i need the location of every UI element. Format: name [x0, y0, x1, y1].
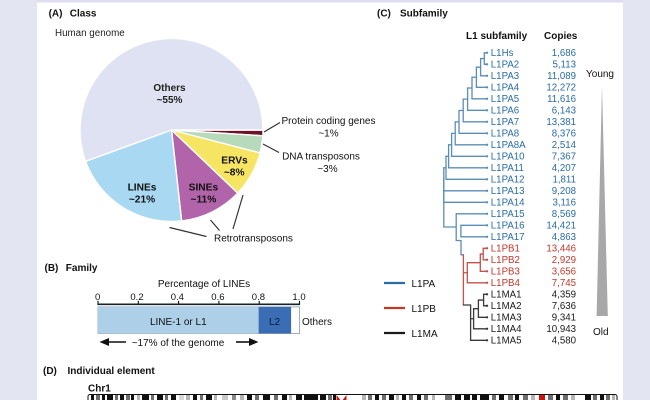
- svg-text:SINEs: SINEs: [189, 183, 219, 194]
- svg-text:~1%: ~1%: [318, 129, 338, 140]
- svg-text:Subfamily: Subfamily: [400, 8, 448, 19]
- svg-text:Others: Others: [153, 83, 186, 94]
- svg-text:L2: L2: [269, 317, 281, 328]
- svg-text:Chr1: Chr1: [88, 384, 111, 395]
- svg-text:L1PA8: L1PA8: [491, 129, 519, 140]
- svg-text:(C): (C): [377, 8, 391, 19]
- svg-text:LINEs: LINEs: [128, 183, 157, 194]
- svg-text:1.0: 1.0: [292, 292, 305, 303]
- svg-text:(B): (B): [45, 263, 59, 274]
- svg-text:~17% of the genome: ~17% of the genome: [132, 338, 225, 349]
- svg-text:L1MA3: L1MA3: [491, 313, 522, 324]
- svg-text:L1Hs: L1Hs: [491, 48, 514, 59]
- svg-text:L1PA11: L1PA11: [491, 163, 524, 174]
- svg-text:8,376: 8,376: [552, 129, 576, 140]
- svg-text:14,421: 14,421: [546, 221, 576, 232]
- svg-text:3,116: 3,116: [552, 198, 576, 209]
- svg-text:11,616: 11,616: [547, 94, 576, 105]
- svg-text:1,686: 1,686: [552, 48, 576, 59]
- svg-text:(D): (D): [43, 366, 57, 377]
- svg-text:10,943: 10,943: [546, 324, 576, 335]
- svg-text:(A): (A): [49, 8, 63, 19]
- svg-text:L1PA12: L1PA12: [491, 175, 525, 186]
- svg-text:7,367: 7,367: [552, 152, 576, 163]
- svg-text:L1MA5: L1MA5: [491, 336, 522, 347]
- svg-text:~21%: ~21%: [129, 194, 155, 205]
- svg-text:L1PA17: L1PA17: [491, 232, 525, 243]
- svg-text:13,446: 13,446: [546, 244, 576, 255]
- svg-text:L1PB3: L1PB3: [491, 267, 520, 278]
- svg-text:8,569: 8,569: [552, 209, 576, 220]
- svg-text:Percentage of LINEs: Percentage of LINEs: [158, 279, 250, 290]
- svg-text:9,208: 9,208: [552, 186, 576, 197]
- svg-text:~8%: ~8%: [224, 167, 245, 178]
- svg-text:L1PA: L1PA: [412, 279, 436, 290]
- svg-text:~3%: ~3%: [317, 164, 337, 175]
- svg-text:9,341: 9,341: [552, 313, 576, 324]
- svg-text:7,745: 7,745: [552, 278, 576, 289]
- svg-text:1,811: 1,811: [552, 175, 576, 186]
- svg-text:L1PA10: L1PA10: [491, 152, 525, 163]
- svg-text:Class: Class: [70, 8, 97, 19]
- svg-text:L1 subfamily: L1 subfamily: [466, 31, 528, 42]
- svg-text:L1MA4: L1MA4: [491, 324, 522, 335]
- svg-text:L1PA14: L1PA14: [491, 198, 525, 209]
- svg-text:L1PA16: L1PA16: [491, 221, 525, 232]
- svg-text:Copies: Copies: [544, 31, 578, 42]
- svg-text:4,863: 4,863: [552, 232, 576, 243]
- svg-text:11,089: 11,089: [547, 71, 576, 82]
- svg-text:L1PB4: L1PB4: [491, 278, 521, 289]
- svg-text:L1PA4: L1PA4: [491, 83, 520, 94]
- svg-text:L1PB2: L1PB2: [491, 255, 520, 266]
- svg-text:DNA transposons: DNA transposons: [282, 152, 360, 163]
- svg-text:L1PA2: L1PA2: [491, 60, 519, 71]
- svg-text:LINE-1 or L1: LINE-1 or L1: [150, 317, 207, 328]
- svg-text:2,929: 2,929: [552, 255, 576, 266]
- svg-text:Old: Old: [593, 327, 609, 338]
- svg-text:3,656: 3,656: [552, 267, 576, 278]
- svg-text:~55%: ~55%: [157, 95, 183, 106]
- svg-text:0.6: 0.6: [211, 292, 224, 303]
- svg-text:L1PB: L1PB: [412, 304, 437, 315]
- svg-text:13,381: 13,381: [546, 117, 576, 128]
- svg-text:Others: Others: [302, 317, 332, 328]
- svg-text:Family: Family: [66, 263, 98, 274]
- svg-text:L1PB1: L1PB1: [491, 244, 520, 255]
- svg-text:Protein coding genes: Protein coding genes: [282, 116, 376, 127]
- svg-text:L1PA5: L1PA5: [491, 94, 519, 105]
- svg-text:L1PA15: L1PA15: [491, 209, 525, 220]
- svg-text:L1PA6: L1PA6: [491, 106, 519, 117]
- svg-text:0.2: 0.2: [130, 292, 143, 303]
- svg-text:0.8: 0.8: [252, 292, 265, 303]
- svg-text:7,636: 7,636: [552, 301, 576, 312]
- svg-text:5,113: 5,113: [552, 60, 576, 71]
- svg-text:~11%: ~11%: [191, 194, 217, 205]
- svg-text:6,143: 6,143: [552, 106, 576, 117]
- svg-text:2,514: 2,514: [552, 140, 577, 151]
- svg-text:4,359: 4,359: [552, 290, 576, 301]
- svg-text:12,272: 12,272: [546, 83, 576, 94]
- svg-text:L1PA7: L1PA7: [491, 117, 519, 128]
- svg-text:L1MA: L1MA: [412, 329, 438, 340]
- svg-text:L1PA13: L1PA13: [491, 186, 525, 197]
- svg-text:4,580: 4,580: [552, 336, 577, 347]
- svg-text:Human genome: Human genome: [55, 28, 125, 39]
- svg-text:4,207: 4,207: [552, 163, 576, 174]
- svg-text:ERVs: ERVs: [221, 156, 248, 167]
- svg-text:Individual element: Individual element: [68, 366, 156, 377]
- svg-text:L1PA3: L1PA3: [491, 71, 519, 82]
- svg-text:L1PA8A: L1PA8A: [491, 140, 526, 151]
- svg-text:Young: Young: [586, 69, 614, 80]
- svg-text:Retrotransposons: Retrotransposons: [214, 234, 293, 245]
- svg-text:0.4: 0.4: [171, 292, 184, 303]
- svg-text:0: 0: [95, 292, 100, 303]
- svg-text:L1MA1: L1MA1: [491, 290, 522, 301]
- svg-text:L1MA2: L1MA2: [491, 301, 522, 312]
